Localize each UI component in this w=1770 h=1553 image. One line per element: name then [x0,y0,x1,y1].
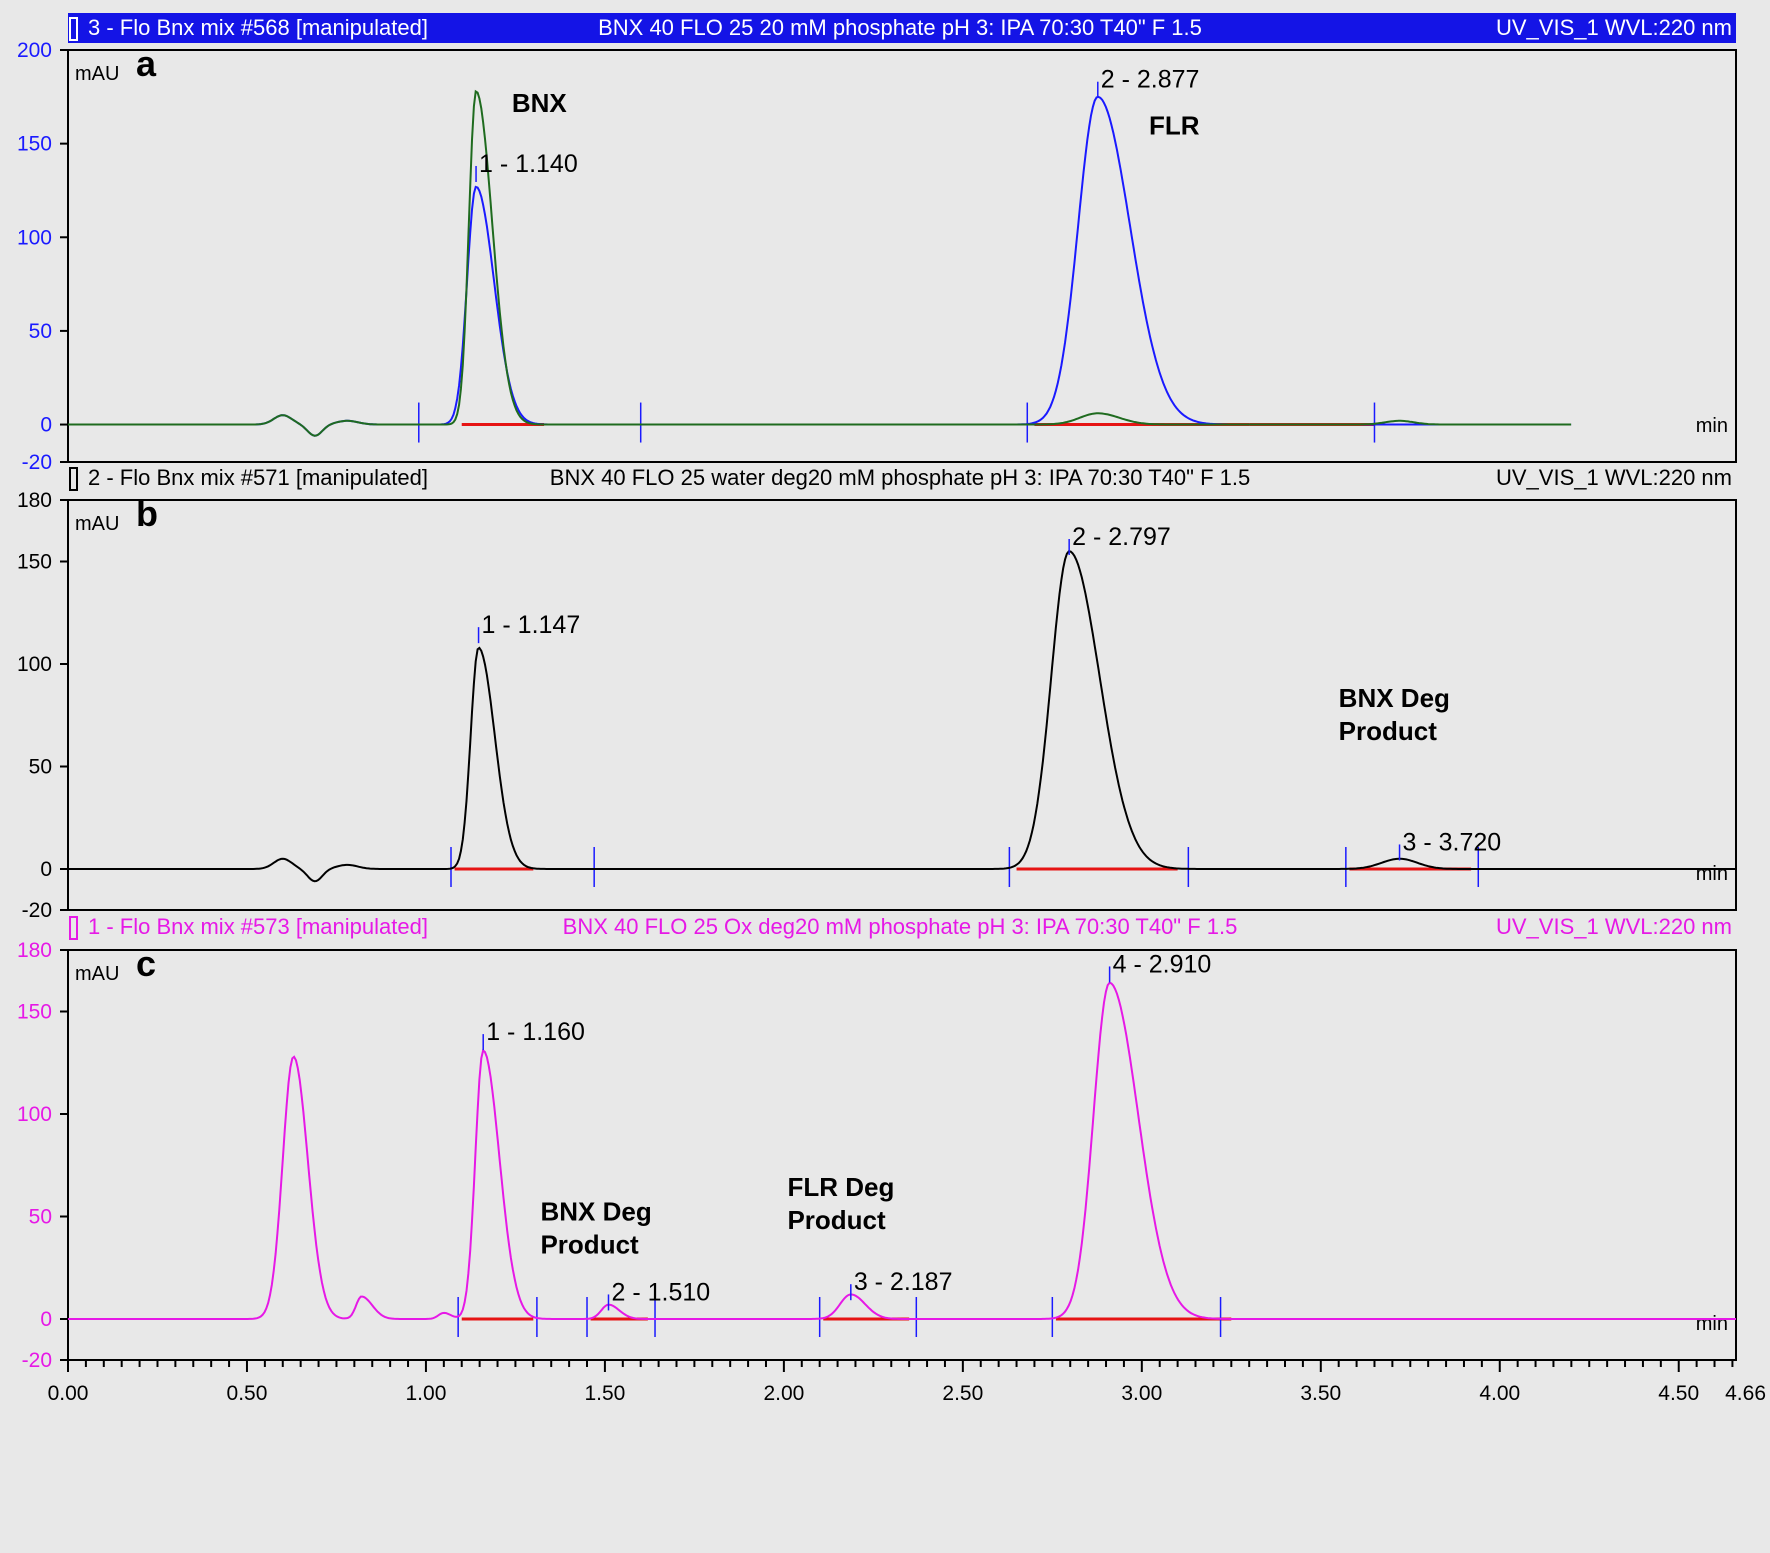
file-icon [69,17,78,41]
header-detector: UV_VIS_1 WVL:220 nm [1496,465,1732,490]
chromatogram-trace-1 [68,981,1736,1320]
peak-label: 3 - 3.720 [1403,828,1502,856]
panel-letter: a [136,43,157,84]
y-tick-label: 50 [29,320,52,343]
peak-annotation: Product [787,1205,886,1235]
x-tick-label: 1.00 [406,1382,447,1405]
peak-label: 1 - 1.147 [482,611,581,639]
chromatogram-panel-a: 3 - Flo Bnx mix #568 [manipulated] BNX 40… [17,13,1737,474]
peak-label: 4 - 2.910 [1113,950,1212,978]
peak-label: 2 - 1.510 [611,1278,710,1306]
file-icon [69,916,78,940]
header-method: BNX 40 FLO 25 Ox deg20 mM phosphate pH 3… [563,914,1238,939]
x-tick-label: 2.00 [763,1382,804,1405]
peak-annotation: BNX [512,88,568,118]
y-tick-label: 180 [17,489,52,512]
x-axis-unit: min [1696,1313,1728,1335]
y-axis-unit: mAU [75,513,119,535]
x-tick-label: 2.50 [942,1382,983,1405]
peak-label: 1 - 1.160 [486,1018,585,1046]
x-tick-label: 4.66 [1725,1382,1766,1405]
y-tick-label: 150 [17,1001,52,1024]
y-tick-label: 150 [17,551,52,574]
plot-frame [67,949,1737,1361]
y-tick-label: 100 [17,1103,52,1126]
x-axis-unit: min [1696,415,1728,437]
plot-frame [67,499,1737,911]
x-axis-unit: min [1696,863,1728,885]
panel-header-bar [68,463,1736,493]
y-tick-label: 50 [29,756,52,779]
panel-header-bar [68,912,1736,942]
peak-label: 2 - 2.797 [1072,523,1171,551]
peak-annotation: BNX Deg [1339,683,1450,713]
panel-letter: b [136,493,158,534]
chromatogram-trace-1 [68,550,1736,883]
x-tick-label: 1.50 [584,1382,625,1405]
chromatogram-trace-2 [68,89,1572,437]
peak-annotation: Product [540,1230,639,1260]
x-tick-label: 0.00 [48,1382,89,1405]
header-sample-name: 2 - Flo Bnx mix #571 [manipulated] [88,465,428,490]
peak-label: 2 - 2.877 [1101,66,1200,94]
peak-annotation: BNX Deg [540,1197,651,1227]
y-tick-label: 0 [40,858,52,881]
x-tick-label: 3.00 [1121,1382,1162,1405]
peak-label: 3 - 2.187 [854,1268,953,1296]
peak-annotation: Product [1339,716,1438,746]
chromatogram-panel-c: 1 - Flo Bnx mix #573 [manipulated] BNX 40… [17,912,1737,1372]
plot-frame [67,49,1737,463]
header-method: BNX 40 FLO 25 water deg20 mM phosphate p… [550,465,1250,490]
header-method: BNX 40 FLO 25 20 mM phosphate pH 3: IPA … [598,15,1202,40]
y-tick-label: -20 [22,451,52,474]
y-tick-label: 100 [17,226,52,249]
y-tick-label: -20 [22,899,52,922]
chromatogram-trace-1 [68,95,1572,437]
file-icon [69,467,78,491]
y-tick-label: 50 [29,1206,52,1229]
x-tick-label: 4.00 [1479,1382,1520,1405]
panel-letter: c [136,943,156,984]
y-tick-label: 200 [17,39,52,62]
x-tick-label: 3.50 [1300,1382,1341,1405]
header-sample-name: 3 - Flo Bnx mix #568 [manipulated] [88,15,428,40]
header-sample-name: 1 - Flo Bnx mix #573 [manipulated] [88,914,428,939]
panel-header-bar [68,13,1736,43]
y-tick-label: 180 [17,939,52,962]
y-axis-unit: mAU [75,963,119,985]
peak-annotation: FLR [1149,110,1200,140]
header-detector: UV_VIS_1 WVL:220 nm [1496,15,1732,40]
y-tick-label: 0 [40,1308,52,1331]
header-detector: UV_VIS_1 WVL:220 nm [1496,914,1732,939]
x-tick-label: 0.50 [227,1382,268,1405]
x-axis: 0.00 0.50 1.00 1.50 2.00 2.50 3.00 3.50 4.00 4.50… [48,1360,1766,1405]
chromatogram-panel-b: 2 - Flo Bnx mix #571 [manipulated] BNX 40… [17,463,1737,922]
peak-annotation: FLR Deg [787,1172,894,1202]
peak-label: 1 - 1.140 [479,150,578,178]
y-tick-label: 100 [17,653,52,676]
y-tick-label: -20 [22,1349,52,1372]
y-tick-label: 0 [40,414,52,437]
y-tick-label: 150 [17,133,52,156]
y-axis-unit: mAU [75,63,119,85]
x-tick-label: 4.50 [1658,1382,1699,1405]
